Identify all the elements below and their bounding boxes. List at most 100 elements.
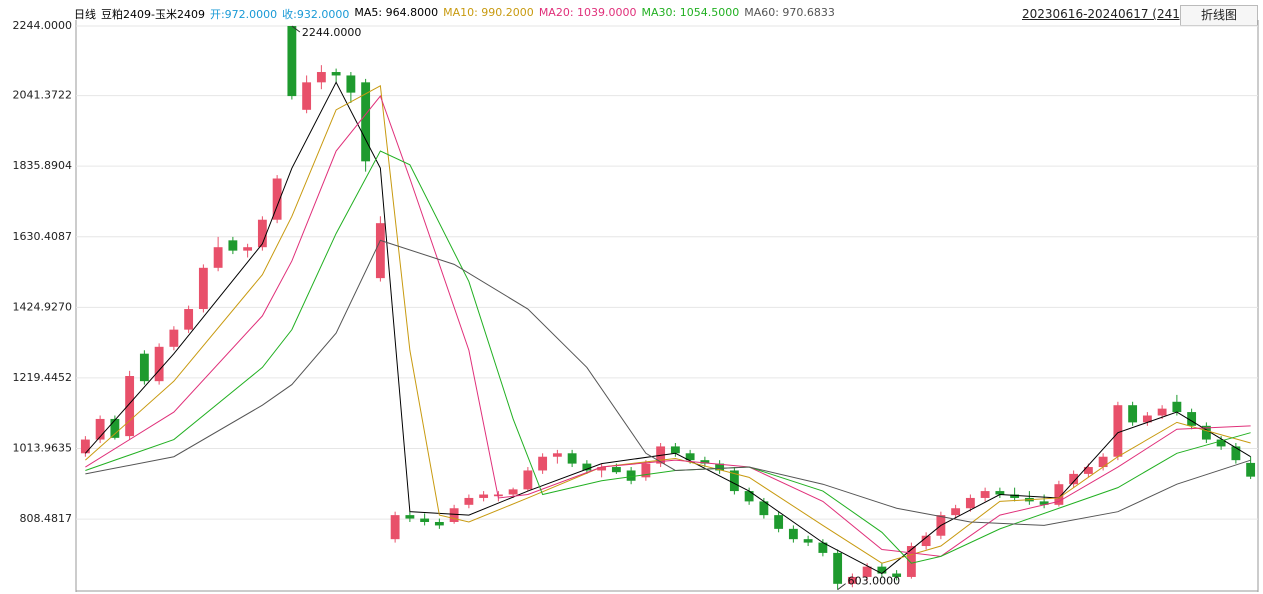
header-item: 日线 bbox=[74, 8, 96, 21]
candle-body bbox=[1172, 401, 1182, 413]
ma-line bbox=[85, 239, 1251, 526]
candle-body bbox=[567, 453, 577, 464]
annotation: 603.0000 bbox=[848, 575, 901, 588]
candle-body bbox=[921, 535, 931, 547]
annotation-pointer bbox=[837, 583, 846, 591]
candle-body bbox=[198, 267, 208, 310]
legend-name: MA10 bbox=[443, 6, 475, 19]
candle-body bbox=[1231, 446, 1241, 461]
candle-body bbox=[139, 353, 149, 382]
candle-body bbox=[803, 539, 813, 543]
candle-body bbox=[951, 508, 961, 516]
candle-body bbox=[552, 453, 562, 457]
header-item: 豆粕2409-玉米2409 bbox=[101, 8, 205, 21]
candle-body bbox=[1128, 405, 1138, 423]
annotation: 2244.0000 bbox=[302, 26, 362, 39]
candle-body bbox=[169, 329, 179, 347]
candle-body bbox=[508, 489, 518, 495]
legend-value: : 1054.5000 bbox=[672, 6, 740, 19]
candle-body bbox=[995, 491, 1005, 495]
candle-body bbox=[1010, 494, 1020, 498]
legend-item: MA30: 1054.5000 bbox=[642, 6, 740, 22]
candle-body bbox=[597, 467, 607, 471]
candle-body bbox=[346, 75, 356, 93]
candle-body bbox=[641, 463, 651, 478]
candle-body bbox=[287, 26, 297, 97]
candle-body bbox=[1142, 415, 1152, 423]
candle-body bbox=[818, 542, 828, 553]
candle-body bbox=[833, 552, 843, 584]
candle-body bbox=[228, 240, 238, 251]
candle-body bbox=[582, 463, 592, 471]
candle-body bbox=[700, 460, 710, 464]
candle-body bbox=[729, 470, 739, 492]
candle-body bbox=[1216, 439, 1226, 447]
ma-line bbox=[85, 95, 1251, 557]
candle-body bbox=[464, 497, 474, 505]
candle-body bbox=[847, 576, 857, 584]
candle-body bbox=[375, 223, 385, 279]
ma-line bbox=[85, 81, 1251, 575]
candle-body bbox=[449, 508, 459, 522]
legend-item: MA20: 1039.0000 bbox=[539, 6, 637, 22]
candle-body bbox=[862, 566, 872, 577]
annotation-pointer bbox=[291, 25, 301, 33]
candle-body bbox=[1069, 473, 1079, 485]
header-item: 开:972.0000 bbox=[209, 8, 278, 21]
candle-body bbox=[184, 309, 194, 330]
ma-line bbox=[85, 150, 1251, 564]
candle-body bbox=[243, 247, 253, 251]
candle-body bbox=[479, 494, 489, 498]
y-tick-label: 2041.3722 bbox=[13, 89, 73, 102]
candle-body bbox=[434, 521, 444, 526]
candle-body bbox=[611, 467, 621, 473]
y-tick-label: 1630.4087 bbox=[13, 230, 73, 243]
candle-body bbox=[80, 439, 90, 454]
candle-body bbox=[744, 491, 754, 502]
candle-body bbox=[715, 463, 725, 471]
candle-body bbox=[1246, 462, 1256, 477]
candle-body bbox=[257, 219, 267, 248]
candle-body bbox=[538, 456, 548, 471]
candle-body bbox=[316, 72, 326, 83]
candle-body bbox=[980, 491, 990, 498]
candle-body bbox=[788, 528, 798, 540]
candle-body bbox=[685, 453, 695, 461]
candle-body bbox=[1113, 405, 1123, 457]
candle-body bbox=[1201, 425, 1211, 440]
y-tick-label: 1013.9635 bbox=[13, 441, 73, 454]
candle-body bbox=[877, 566, 887, 574]
candle-body bbox=[95, 418, 105, 440]
y-tick-label: 1219.4452 bbox=[13, 371, 73, 384]
candle-body bbox=[110, 418, 120, 438]
line-chart-button[interactable]: 折线图 bbox=[1180, 5, 1258, 26]
legend-name: MA60 bbox=[744, 6, 776, 19]
candle-body bbox=[405, 515, 415, 519]
y-tick-label: 1835.8904 bbox=[13, 159, 73, 172]
candle-body bbox=[759, 501, 769, 516]
candle-body bbox=[390, 515, 400, 540]
legend-name: MA5 bbox=[354, 6, 379, 19]
candle-body bbox=[1039, 501, 1049, 505]
candle-body bbox=[1054, 484, 1064, 505]
legend-value: : 990.2000 bbox=[474, 6, 534, 19]
legend-name: MA20 bbox=[538, 6, 570, 19]
y-tick-label: 1424.9270 bbox=[13, 300, 73, 313]
candle-body bbox=[272, 178, 282, 220]
candle-body bbox=[1083, 467, 1093, 474]
legend-value: : 970.6833 bbox=[775, 6, 835, 19]
legend-item: MA5: 964.8000 bbox=[354, 6, 438, 22]
candle-body bbox=[906, 546, 916, 577]
header: 日线 豆粕2409-玉米2409 开:972.0000 收:932.0000 MA5: … bbox=[74, 6, 835, 22]
candle-body bbox=[213, 247, 223, 268]
candle-body bbox=[670, 446, 680, 454]
candle-body bbox=[892, 573, 902, 577]
candle-body bbox=[1157, 408, 1167, 416]
candle-body bbox=[1098, 456, 1108, 468]
candle-body bbox=[331, 72, 341, 76]
candle-body bbox=[154, 346, 164, 382]
date-range: 20230616-20240617 (241) bbox=[1022, 7, 1185, 21]
legend-value: : 964.8000 bbox=[378, 6, 439, 19]
